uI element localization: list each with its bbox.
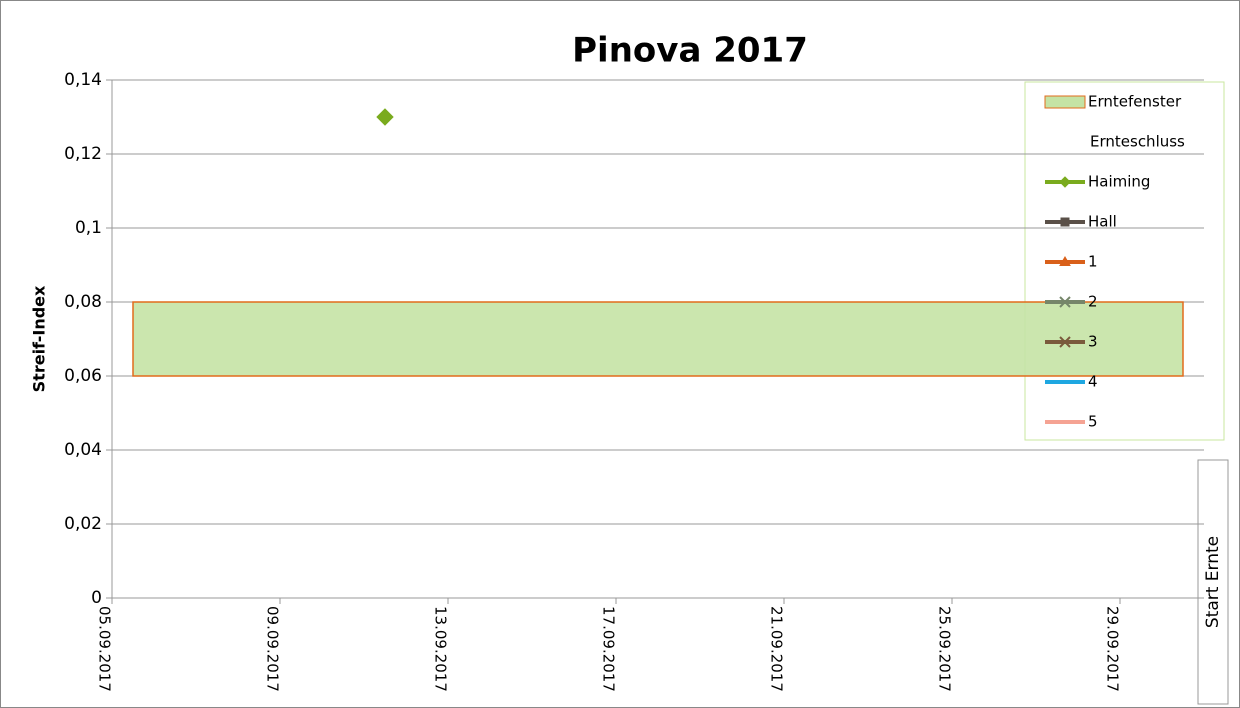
legend-label: 2 bbox=[1088, 293, 1098, 311]
annotation-box bbox=[1197, 459, 1229, 705]
x-tick-label: 09.09.2017 bbox=[264, 606, 282, 692]
x-tick-label: 17.09.2017 bbox=[600, 606, 618, 692]
legend-box bbox=[1024, 81, 1225, 441]
x-tick-label: 05.09.2017 bbox=[96, 606, 114, 692]
point-marker bbox=[1060, 217, 1070, 227]
y-tick-label: 0,04 bbox=[64, 440, 102, 460]
point-marker bbox=[1059, 336, 1071, 348]
y-tick-label: 0,12 bbox=[64, 144, 102, 164]
y-axis-label: Streif-Index bbox=[30, 285, 49, 392]
y-tick-label: 0,02 bbox=[64, 514, 102, 534]
legend-label: 4 bbox=[1088, 373, 1098, 391]
legend-label: Ernteschluss bbox=[1090, 133, 1185, 151]
point-marker bbox=[1059, 296, 1071, 308]
legend-label: Erntefenster bbox=[1088, 93, 1182, 111]
point-marker bbox=[1059, 256, 1071, 266]
y-tick-label: 0 bbox=[91, 588, 102, 608]
legend-label: 3 bbox=[1088, 333, 1098, 351]
y-tick-label: 0,08 bbox=[64, 292, 102, 312]
legend-label: 1 bbox=[1088, 253, 1098, 271]
legend-label: Hall bbox=[1088, 213, 1117, 231]
x-tick-label: 25.09.2017 bbox=[936, 606, 954, 692]
band bbox=[132, 301, 1184, 377]
point-marker bbox=[1059, 176, 1071, 188]
legend-swatch bbox=[1044, 95, 1086, 109]
y-tick-label: 0,14 bbox=[64, 70, 102, 90]
y-tick-label: 0,1 bbox=[75, 218, 102, 238]
legend-label: 5 bbox=[1088, 413, 1098, 431]
x-tick-label: 21.09.2017 bbox=[768, 606, 786, 692]
x-tick-label: 29.09.2017 bbox=[1104, 606, 1122, 692]
x-tick-label: 13.09.2017 bbox=[432, 606, 450, 692]
y-tick-label: 0,06 bbox=[64, 366, 102, 386]
point-marker bbox=[376, 108, 394, 126]
legend-label: Haiming bbox=[1088, 173, 1150, 191]
annotation: Start Ernte bbox=[1203, 536, 1223, 628]
chart-title: Pinova 2017 bbox=[572, 31, 808, 71]
